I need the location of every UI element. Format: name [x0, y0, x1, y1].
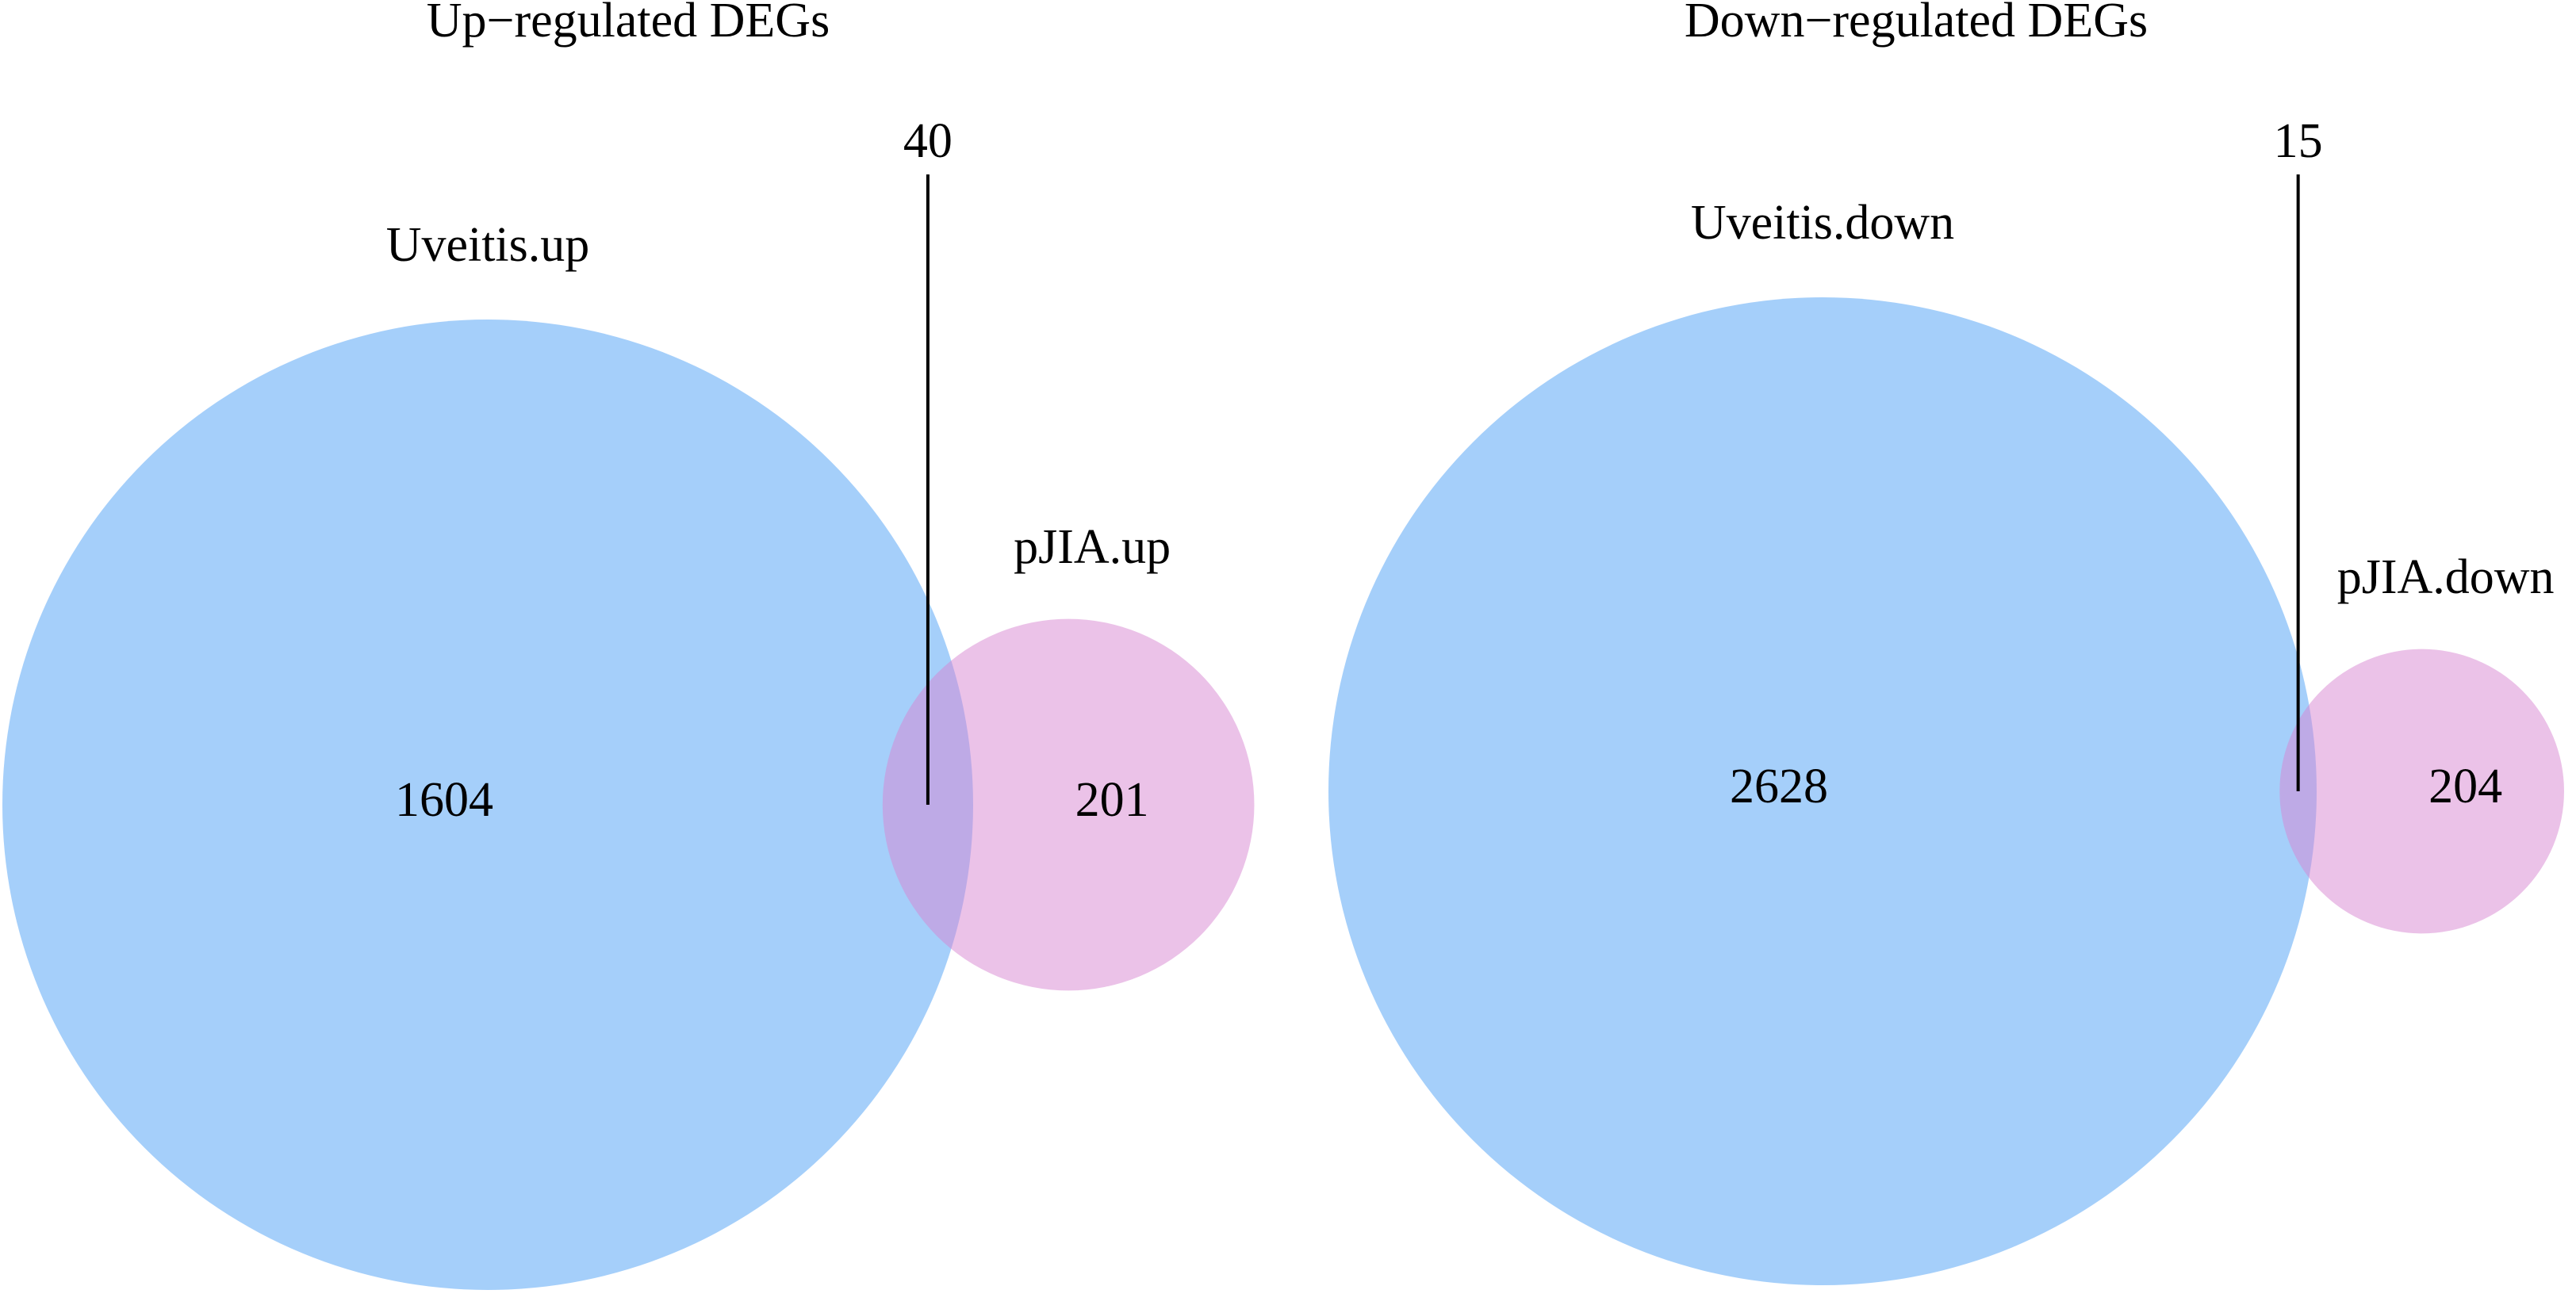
- set-label: pJIA.up: [1014, 520, 1171, 574]
- region-label: 15: [2274, 114, 2323, 168]
- region-label: 204: [2428, 760, 2502, 813]
- region-label: 40: [903, 114, 953, 168]
- chart-title: Down−regulated DEGs: [1685, 0, 2148, 48]
- set-circle: [1328, 297, 2317, 1285]
- chart-title: Up−regulated DEGs: [427, 0, 830, 48]
- set-label: pJIA.down: [2337, 550, 2555, 604]
- set-label: Uveitis.down: [1691, 196, 1954, 250]
- region-label: 1604: [395, 773, 493, 827]
- set-circle: [882, 618, 1255, 991]
- region-label: 2628: [1730, 760, 1828, 813]
- set-circle: [2, 320, 973, 1290]
- region-label: 201: [1075, 773, 1149, 827]
- set-circle: [2279, 649, 2564, 934]
- set-label: Uveitis.up: [386, 218, 590, 272]
